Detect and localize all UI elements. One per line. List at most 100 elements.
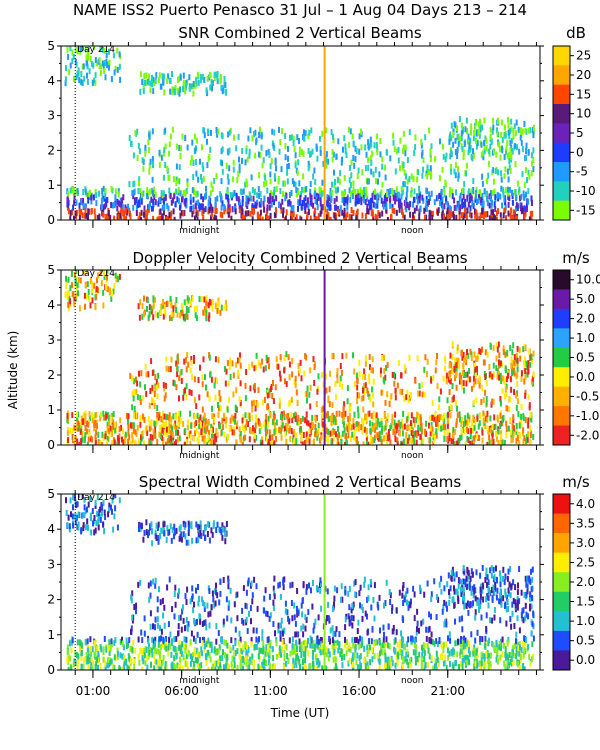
midnight-label: midnight [179,676,220,686]
panel-1: SNR Combined 2 Vertical Beams dB 0 1 2 3 4 5 Day… [47,24,595,236]
y-tick-label: 2 [47,368,55,382]
colorbar-units: m/s [562,473,590,491]
colorbar-label: -1.0 [576,409,599,423]
y-tick-label: 4 [47,74,55,88]
colorbar-swatch [553,123,570,144]
vertical-streak [323,270,326,445]
day-label: Day 214 [77,45,115,55]
y-tick-label: 4 [47,522,55,536]
colorbar-swatch [553,494,570,515]
colorbar-swatch [553,46,570,66]
colorbar-units: dB [566,24,586,42]
colorbar-label: 5 [576,126,584,140]
noon-label: noon [401,451,423,461]
vertical-streak [323,494,326,670]
colorbar-swatch [553,367,570,388]
y-tick-label: 2 [47,143,55,157]
colorbar-label: 1.0 [576,614,595,628]
colorbar-label: 3.5 [576,516,595,530]
colorbar-swatch [553,406,570,427]
colorbar-swatch [553,162,570,182]
y-tick-label: 5 [47,263,55,277]
y-tick-label: 3 [47,333,55,347]
colorbar-label: 3.0 [576,536,595,550]
colorbar-label: 2.5 [576,555,595,569]
colorbar-label: -0.5 [576,389,599,403]
colorbar-swatch [553,289,570,310]
colorbar-label: -2.0 [576,428,599,442]
colorbar-label: 25 [576,49,591,63]
vertical-streak [323,46,326,220]
x-tick-label: 21:00 [430,684,465,698]
midnight-label: midnight [179,451,220,461]
y-tick-label: 0 [47,663,55,677]
y-tick-label: 5 [47,487,55,501]
colorbar-label: 1.5 [576,595,595,609]
x-tick-label: 01:00 [76,684,111,698]
heatmap-cells [64,46,535,220]
colorbar-label: 0.0 [576,653,595,667]
y-tick-label: 2 [47,593,55,607]
x-tick-label: 11:00 [253,684,288,698]
colorbar-units: m/s [562,249,590,267]
colorbar-swatch [553,65,570,86]
colorbar-swatch [553,630,570,651]
colorbar-label: -10 [576,184,596,198]
midnight-label: midnight [179,226,220,236]
colorbar-swatch [553,328,570,349]
x-tick-label: 16:00 [342,684,377,698]
colorbar-swatch [553,308,570,329]
y-tick-label: 3 [47,109,55,123]
colorbar-label: 10.0 [576,273,600,287]
colorbar-swatch [553,270,570,290]
colorbar-swatch [553,104,570,124]
panel-title: Doppler Velocity Combined 2 Vertical Bea… [132,249,467,267]
y-tick-label: 1 [47,403,55,417]
colorbar-swatch [553,572,570,593]
colorbar-label: 5.0 [576,292,595,306]
heatmap-cells [65,494,535,670]
y-tick-label: 0 [47,213,55,227]
y-tick-label: 4 [47,298,55,312]
colorbar-swatch [553,84,570,105]
colorbar-swatch [553,650,570,671]
y-tick-label: 3 [47,557,55,571]
colorbar-label: 0.5 [576,351,595,365]
panel-title: Spectral Width Combined 2 Vertical Beams [139,473,462,491]
panels: SNR Combined 2 Vertical Beams dB 0 1 2 3 4 5 Day… [47,24,600,698]
colorbar-swatch [553,386,570,407]
colorbar-swatch [553,200,570,221]
colorbar-swatch [553,425,570,446]
y-tick-label: 1 [47,628,55,642]
colorbar-label: 0 [576,145,584,159]
noon-label: noon [401,676,423,686]
day-label: Day 214 [77,493,115,503]
panel-2: Doppler Velocity Combined 2 Vertical Bea… [47,249,600,461]
panel-title: SNR Combined 2 Vertical Beams [178,24,421,42]
panel-3: Spectral Width Combined 2 Vertical Beams… [47,473,595,698]
colorbar-label: 0.0 [576,370,595,384]
colorbar-label: -5 [576,165,588,179]
colorbar-swatch [553,533,570,554]
colorbar-label: 20 [576,68,591,82]
colorbar-swatch [553,142,570,163]
y-tick-label: 5 [47,39,55,53]
colorbar-label: -15 [576,203,596,217]
colorbar-swatch [553,347,570,368]
colorbar: 25 20 15 10 5 0 -5 -10 -15 [552,45,596,221]
y-axis-label: Altitude (km) [6,331,20,410]
colorbar-label: 10 [576,107,591,121]
colorbar-swatch [553,181,570,202]
colorbar-label: 2.0 [576,575,595,589]
y-tick-label: 0 [47,438,55,452]
colorbar-label: 4.0 [576,497,595,511]
figure-title: NAME ISS2 Puerto Penasco 31 Jul – 1 Aug … [73,1,527,19]
colorbar-swatch [553,611,570,632]
colorbar: 10.0 5.0 2.0 1.0 0.5 0.0 -0.5 -1.0 -2.0 [552,269,600,446]
noon-label: noon [401,226,423,236]
day-label: Day 214 [77,269,115,279]
colorbar-swatch [553,513,570,534]
colorbar-swatch [553,552,570,573]
colorbar-label: 15 [576,87,591,101]
